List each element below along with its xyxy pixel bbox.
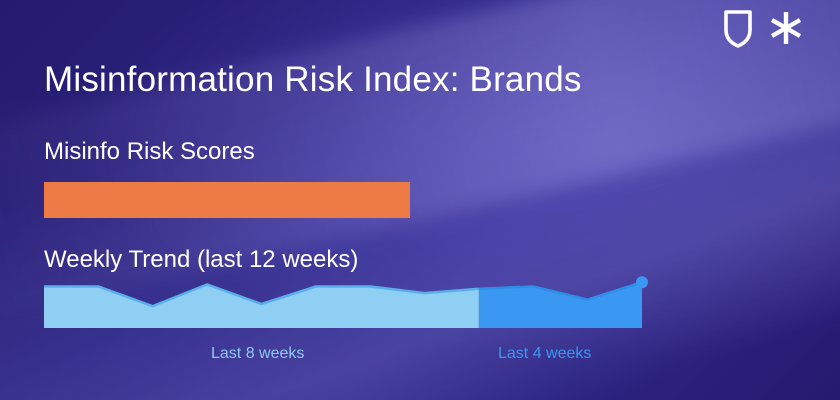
risk-score-track [44, 182, 644, 218]
last-8-weeks-label: Last 8 weeks [211, 345, 305, 362]
trend-section-label: Weekly Trend (last 12 weeks) [44, 246, 359, 273]
scores-section-label: Misinfo Risk Scores [44, 138, 255, 165]
trend-line-last-4-weeks [478, 281, 643, 301]
brand-logo [724, 10, 802, 48]
asterisk-icon [770, 12, 802, 44]
page-title: Misinformation Risk Index: Brands [44, 60, 582, 99]
trend-area-last-8-weeks [44, 284, 479, 328]
weekly-trend-chart [44, 276, 648, 328]
shield-outline-icon [724, 10, 752, 48]
trend-line-last-8-weeks [44, 283, 480, 308]
trend-area-last-4-weeks [478, 282, 642, 328]
trend-latest-point [636, 276, 648, 289]
last-4-weeks-label: Last 4 weeks [498, 345, 592, 362]
risk-score-bar [44, 182, 410, 218]
